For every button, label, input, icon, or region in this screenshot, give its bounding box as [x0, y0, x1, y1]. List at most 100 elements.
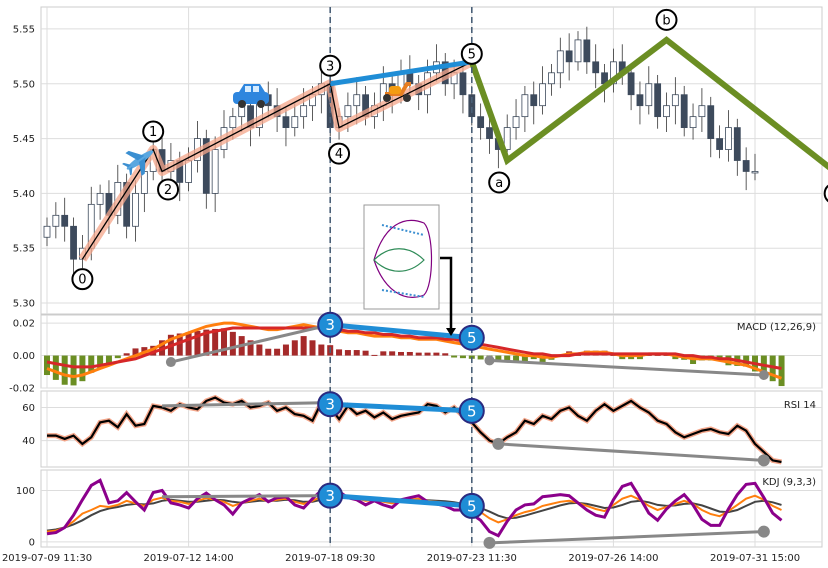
candle-body [185, 160, 193, 183]
macd-histogram-bar [291, 340, 298, 356]
macd-label: MACD (12,26,9) [737, 322, 816, 333]
indicator-marker-circle [458, 397, 485, 424]
macd-histogram-bar [212, 328, 219, 356]
wave-label-circle [488, 171, 511, 194]
rsi-divergence-line [162, 401, 331, 408]
candle-body [43, 225, 51, 238]
macd-histogram-bar [229, 331, 236, 356]
y-tick-label: -0.02 [9, 384, 35, 395]
y-tick-label: 5.35 [13, 244, 35, 255]
macd-histogram-bar [778, 355, 785, 387]
candle-body [202, 138, 210, 194]
rsi-label: RSI 14 [784, 400, 816, 411]
macd-histogram-bar [628, 355, 635, 360]
wave-3-5-connector [329, 59, 473, 87]
indicator-3-5-connector [330, 493, 472, 509]
candle-body [592, 61, 600, 74]
wave-label-circle [328, 142, 351, 165]
indicator-marker-circle [317, 482, 344, 509]
candle-body [583, 39, 591, 63]
wave-label-circle [142, 120, 165, 143]
macd-histogram-bar [442, 353, 449, 356]
y-tick-label: 5.30 [13, 299, 35, 310]
candle-body [477, 116, 485, 129]
candle-body [486, 127, 493, 139]
macd-histogram-bar [282, 344, 289, 356]
macd-histogram-bar [61, 355, 68, 385]
candle-body [663, 105, 670, 118]
indicator-marker-label: 5 [467, 402, 477, 420]
macd-histogram-bar [504, 355, 511, 362]
candle-body [574, 39, 582, 63]
macd-histogram-bar [398, 351, 404, 356]
kdj-divergence-dot [757, 525, 770, 538]
indicator-marker-label: 3 [325, 396, 335, 414]
y-tick-label: 60 [22, 403, 35, 414]
pointer-arrowhead [446, 328, 456, 336]
candle-body [689, 116, 697, 129]
macd-histogram-bar [530, 355, 537, 360]
candle-body [353, 94, 361, 107]
macd-divergence-line [170, 323, 331, 364]
candle-body [645, 83, 653, 107]
candle-body [229, 116, 237, 129]
macd-histogram-bar [451, 355, 458, 358]
macd-histogram-bar [389, 351, 396, 356]
macd-histogram-bar [274, 348, 281, 356]
macd-histogram-bar [415, 352, 422, 356]
candle-body [512, 116, 520, 129]
macd-divergence-dot [758, 370, 769, 381]
y-tick-label: 0 [29, 537, 35, 548]
macd-histogram-bar [380, 351, 387, 356]
macd-signal-line [46, 326, 782, 370]
correction-wave-line [468, 36, 828, 171]
y-tick-label: 5.55 [13, 24, 35, 35]
x-tick-label: 2019-07-26 14:00 [568, 553, 658, 564]
candle-body [742, 160, 750, 172]
y-tick-label: 0.02 [13, 319, 35, 330]
airplane-icon [122, 150, 154, 177]
kdj-divergence-line [162, 494, 331, 499]
y-tick-label: 100 [16, 486, 35, 497]
macd-histogram-bar [70, 355, 77, 386]
wave-label-circle [157, 178, 180, 201]
indicator-marker-circle [317, 391, 344, 418]
y-tick-label: 5.50 [13, 79, 35, 90]
macd-histogram-bar [539, 355, 546, 364]
macd-histogram-bar [371, 354, 378, 356]
macd-histogram-bar [97, 355, 104, 368]
candle-body [61, 214, 69, 227]
candle-body [548, 72, 555, 85]
candle-body [52, 214, 60, 227]
macd-histogram-bar [309, 340, 316, 356]
macd-histogram-bar [114, 355, 121, 359]
candle-body [459, 72, 467, 96]
x-tick-label: 2019-07-31 15:00 [710, 553, 800, 564]
candle-body [654, 83, 662, 118]
macd-histogram-bar [344, 350, 351, 356]
rsi-layer [47, 394, 782, 465]
candle-body [96, 192, 104, 205]
macd-histogram-bar [672, 355, 679, 360]
macd-histogram-bar [433, 352, 440, 356]
rsi-line [47, 396, 782, 464]
macd-histogram-bar [203, 329, 210, 356]
rsi-divergence-dot [757, 454, 770, 467]
macd-histogram-bar [459, 355, 466, 359]
wave-label: 2 [164, 183, 172, 198]
indicator-marker-label: 5 [467, 329, 477, 347]
macd-histogram-bar [362, 350, 369, 356]
scooter-icon [383, 82, 411, 102]
candle-body [521, 94, 529, 118]
macd-histogram-bar [318, 344, 325, 356]
candle-body [291, 116, 299, 129]
wave-label: 0 [78, 273, 86, 288]
macd-histogram-bar [336, 349, 343, 356]
macd-divergence-line [489, 358, 764, 377]
rsi-divergence-dot [492, 437, 505, 450]
indicator-3-5-connector [330, 401, 472, 414]
y-tick-label: 0.00 [13, 351, 35, 362]
wave-label-circle [823, 184, 828, 203]
candle-body [698, 105, 706, 118]
